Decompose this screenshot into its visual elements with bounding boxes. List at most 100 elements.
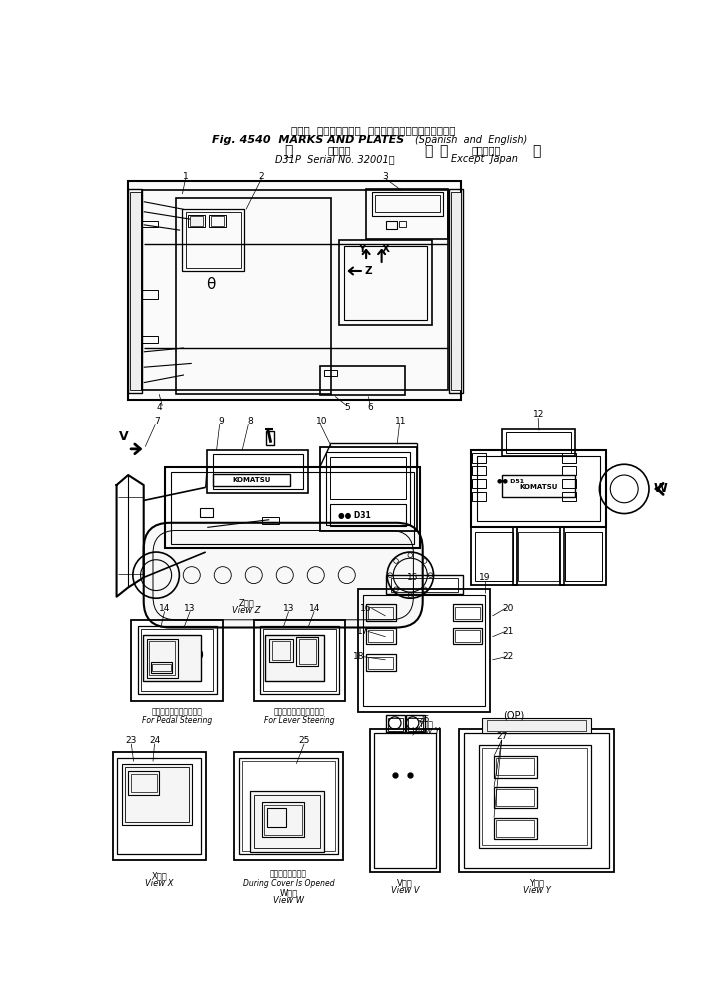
Bar bbox=[344, 246, 427, 319]
Bar bbox=[141, 629, 213, 691]
Text: 4: 4 bbox=[157, 403, 162, 412]
Bar bbox=[386, 221, 397, 229]
Bar bbox=[209, 214, 226, 228]
Text: 13: 13 bbox=[283, 604, 294, 612]
Bar bbox=[320, 446, 416, 532]
Bar bbox=[260, 626, 339, 695]
Bar bbox=[464, 733, 609, 868]
Text: 24: 24 bbox=[149, 736, 160, 745]
Text: 19: 19 bbox=[479, 573, 491, 582]
Text: 6: 6 bbox=[367, 403, 373, 412]
Text: （: （ bbox=[440, 145, 448, 159]
Bar bbox=[453, 627, 483, 644]
Bar bbox=[363, 595, 486, 706]
Bar bbox=[142, 221, 158, 228]
Bar bbox=[496, 820, 534, 837]
Bar bbox=[366, 655, 395, 672]
Text: 27: 27 bbox=[496, 732, 507, 741]
Text: 海　外　向: 海 外 向 bbox=[472, 145, 501, 155]
Bar bbox=[142, 290, 158, 299]
Text: 16: 16 bbox=[360, 604, 372, 612]
Bar bbox=[358, 589, 490, 712]
Text: View X: View X bbox=[145, 879, 173, 887]
Bar bbox=[366, 604, 395, 621]
Bar bbox=[330, 456, 405, 498]
Text: KOMATSU: KOMATSU bbox=[232, 476, 271, 482]
Text: 7: 7 bbox=[154, 417, 159, 426]
Bar bbox=[374, 733, 436, 868]
Text: ●● D51: ●● D51 bbox=[497, 478, 525, 483]
Text: ペダルステアリング専用: ペダルステアリング専用 bbox=[151, 708, 202, 717]
Bar bbox=[453, 604, 483, 621]
Text: 22: 22 bbox=[502, 653, 513, 662]
Bar bbox=[320, 366, 405, 395]
Bar bbox=[477, 456, 600, 522]
Bar bbox=[296, 636, 318, 666]
Bar bbox=[130, 773, 157, 793]
Bar bbox=[128, 771, 159, 795]
Text: Fig. 4540  MARKS AND PLATES: Fig. 4540 MARKS AND PLATES bbox=[212, 135, 404, 145]
Text: ）: ） bbox=[532, 145, 541, 159]
Bar bbox=[142, 336, 158, 342]
Bar bbox=[272, 641, 290, 660]
Text: 15: 15 bbox=[407, 573, 419, 582]
Bar bbox=[239, 758, 339, 854]
Bar bbox=[269, 639, 293, 663]
Text: W　視: W 視 bbox=[280, 888, 298, 897]
Bar bbox=[483, 718, 591, 733]
Text: V　視: V 視 bbox=[397, 879, 413, 887]
Bar bbox=[386, 575, 463, 593]
Bar bbox=[494, 818, 537, 839]
Bar bbox=[138, 626, 216, 695]
Text: 9: 9 bbox=[218, 417, 224, 426]
Bar bbox=[386, 715, 405, 732]
Bar bbox=[323, 370, 338, 376]
Bar bbox=[487, 720, 586, 731]
Text: 10: 10 bbox=[316, 417, 328, 426]
Bar bbox=[471, 450, 606, 528]
Text: 23: 23 bbox=[126, 736, 137, 745]
Bar bbox=[459, 729, 614, 872]
Text: (OP): (OP) bbox=[503, 710, 524, 720]
Bar bbox=[113, 752, 206, 860]
Bar bbox=[564, 532, 602, 580]
Bar bbox=[131, 619, 223, 701]
Bar bbox=[496, 789, 534, 807]
Text: 21: 21 bbox=[502, 626, 514, 635]
Bar bbox=[388, 718, 403, 731]
Bar bbox=[122, 763, 191, 826]
Text: 17: 17 bbox=[357, 626, 368, 635]
Bar bbox=[455, 606, 480, 619]
Bar bbox=[183, 209, 245, 271]
Text: View V: View V bbox=[391, 886, 419, 895]
Bar bbox=[125, 767, 189, 823]
Text: 14: 14 bbox=[159, 604, 170, 612]
Text: X: X bbox=[382, 245, 390, 255]
Text: (Spanish  and  English): (Spanish and English) bbox=[415, 135, 527, 145]
Text: Z　視: Z 視 bbox=[238, 598, 254, 607]
Bar bbox=[472, 453, 486, 463]
Bar bbox=[472, 479, 486, 488]
Text: 8: 8 bbox=[247, 417, 253, 426]
Bar bbox=[266, 635, 323, 682]
Bar bbox=[143, 635, 201, 682]
Text: θ: θ bbox=[207, 277, 215, 292]
Bar bbox=[213, 473, 290, 485]
Bar bbox=[264, 805, 302, 835]
Bar bbox=[455, 629, 480, 642]
Text: 1: 1 bbox=[183, 172, 189, 181]
Bar bbox=[399, 221, 406, 228]
Text: 冷却カバー開放時: 冷却カバー開放時 bbox=[270, 869, 307, 878]
Bar bbox=[326, 452, 411, 525]
Bar bbox=[391, 578, 458, 592]
Text: 13: 13 bbox=[184, 604, 196, 612]
Bar bbox=[207, 450, 308, 492]
Text: Y: Y bbox=[357, 245, 365, 255]
Bar bbox=[171, 472, 414, 544]
Bar bbox=[261, 803, 304, 837]
Text: 14: 14 bbox=[309, 604, 320, 612]
Text: X　視: X 視 bbox=[151, 871, 167, 880]
Bar bbox=[562, 466, 576, 475]
Bar bbox=[330, 505, 405, 526]
Bar bbox=[152, 664, 171, 672]
